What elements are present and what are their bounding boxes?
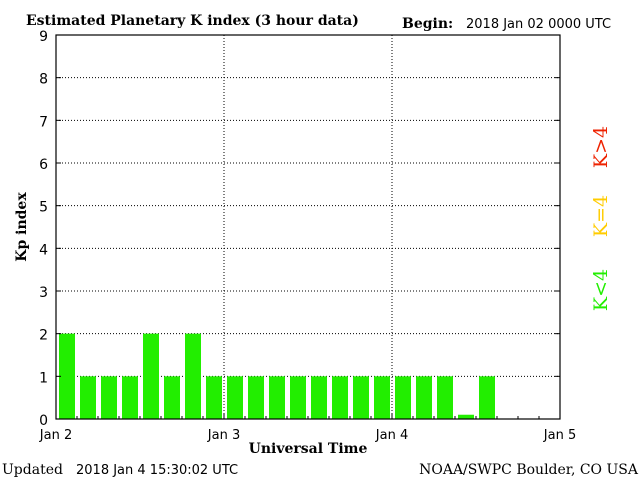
grid-lines (56, 35, 560, 419)
y-tick-label: 0 (39, 413, 48, 429)
begin-value: 2018 Jan 02 0000 UTC (466, 17, 611, 32)
kp-bar (164, 376, 180, 419)
kp-bar (185, 333, 201, 419)
kp-bar (479, 376, 495, 419)
kp-bar (248, 376, 264, 419)
kp-bar (101, 376, 117, 419)
kp-bar (143, 333, 159, 419)
x-axis-label: Universal Time (249, 441, 368, 457)
kp-bar (416, 376, 432, 419)
kp-bar (458, 414, 474, 419)
x-tick-labels: Jan 2 Jan 3 Jan 4 Jan 5 (39, 428, 576, 443)
y-tick-label: 8 (39, 72, 48, 88)
y-tick-labels: 0 1 2 3 4 5 6 7 8 9 (39, 29, 48, 429)
y-tick-label: 7 (39, 114, 48, 130)
plot-frame (55, 34, 561, 420)
y-tick-label: 9 (39, 29, 48, 45)
chart-title: Estimated Planetary K index (3 hour data… (26, 13, 359, 29)
y-tick-label: 4 (39, 242, 48, 258)
legend-k-greater-4: K>4 (590, 126, 612, 168)
kp-bar (206, 376, 222, 419)
y-axis-label: Kp index (14, 192, 30, 262)
kp-bar (311, 376, 327, 419)
kp-bar (59, 333, 75, 419)
source-credit: NOAA/SWPC Boulder, CO USA (419, 462, 639, 478)
kp-bar (269, 376, 285, 419)
y-tick-label: 2 (39, 328, 48, 344)
y-tick-label: 3 (39, 285, 48, 301)
kp-bars (59, 333, 495, 419)
x-tick-label: Jan 4 (375, 428, 408, 443)
kp-bar (395, 376, 411, 419)
updated-label: Updated (2, 462, 63, 478)
kp-bar (122, 376, 138, 419)
kp-bar (80, 376, 96, 419)
begin-label: Begin: (402, 16, 453, 32)
x-tick-label: Jan 3 (207, 428, 240, 443)
kp-bar (290, 376, 306, 419)
x-tick-label: Jan 2 (39, 428, 72, 443)
kp-bar (437, 376, 453, 419)
kp-bar (227, 376, 243, 419)
kp-bar (353, 376, 369, 419)
kp-bar (374, 376, 390, 419)
x-tick-label: Jan 5 (543, 428, 576, 443)
y-tick-label: 6 (39, 157, 48, 173)
legend-k-less-4: K<4 (590, 269, 612, 311)
y-tick-label: 1 (39, 370, 48, 386)
legend-k-equal-4: K=4 (590, 195, 612, 237)
kp-bar (332, 376, 348, 419)
y-tick-label: 5 (39, 200, 48, 216)
updated-value: 2018 Jan 4 15:30:02 UTC (76, 463, 238, 478)
axis-ticks (55, 34, 560, 420)
